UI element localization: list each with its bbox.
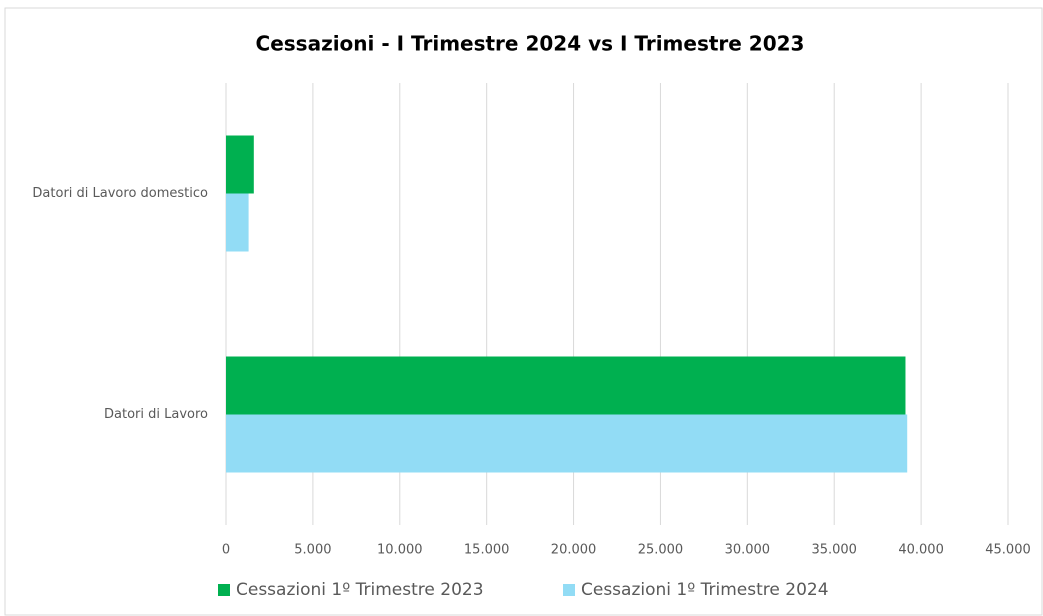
x-tick-label: 30.000 — [725, 543, 771, 558]
legend-swatch — [563, 584, 575, 596]
chart-frame — [4, 7, 1043, 616]
x-tick-label: 20.000 — [551, 543, 597, 558]
legend-label: Cessazioni 1º Trimestre 2024 — [581, 580, 829, 600]
bar — [226, 414, 908, 473]
bar — [226, 135, 254, 194]
x-tick-label: 15.000 — [464, 543, 510, 558]
x-tick-label: 45.000 — [985, 543, 1031, 558]
legend-swatch — [218, 584, 230, 596]
bar — [226, 356, 906, 415]
chart-title: Cessazioni - I Trimestre 2024 vs I Trime… — [256, 32, 805, 56]
x-tick-label: 5.000 — [294, 543, 331, 558]
y-tick-label: Datori di Lavoro — [104, 407, 208, 422]
x-tick-label: 25.000 — [638, 543, 684, 558]
legend-label: Cessazioni 1º Trimestre 2023 — [236, 580, 484, 600]
x-tick-label: 40.000 — [898, 543, 944, 558]
bar — [226, 193, 249, 252]
x-tick-label: 35.000 — [811, 543, 857, 558]
x-tick-label: 10.000 — [377, 543, 423, 558]
x-tick-label: 0 — [222, 543, 230, 558]
y-tick-label: Datori di Lavoro domestico — [32, 186, 208, 201]
